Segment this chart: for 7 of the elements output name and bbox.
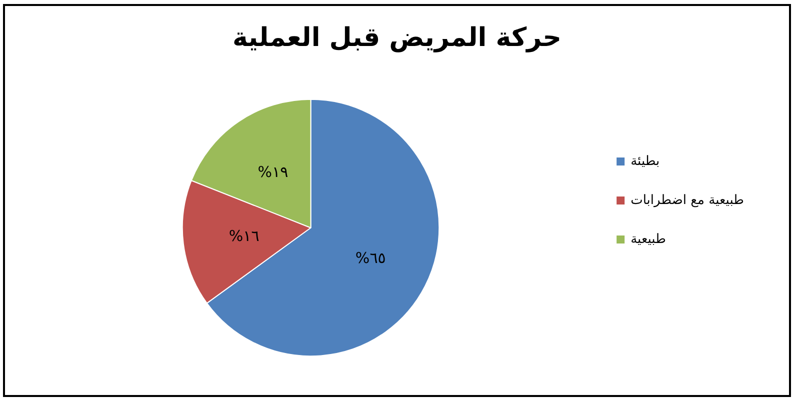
data-label: %٦٥: [355, 249, 386, 268]
data-label: %١٩: [258, 163, 288, 182]
legend-label: بطيئة: [630, 154, 660, 169]
chart-title: حركة المريض قبل العملية: [232, 23, 562, 53]
legend-label: طبيعية مع اضطرابات: [630, 193, 744, 208]
data-label: %١٦: [228, 227, 260, 246]
legend-label: طبيعية: [630, 232, 666, 247]
